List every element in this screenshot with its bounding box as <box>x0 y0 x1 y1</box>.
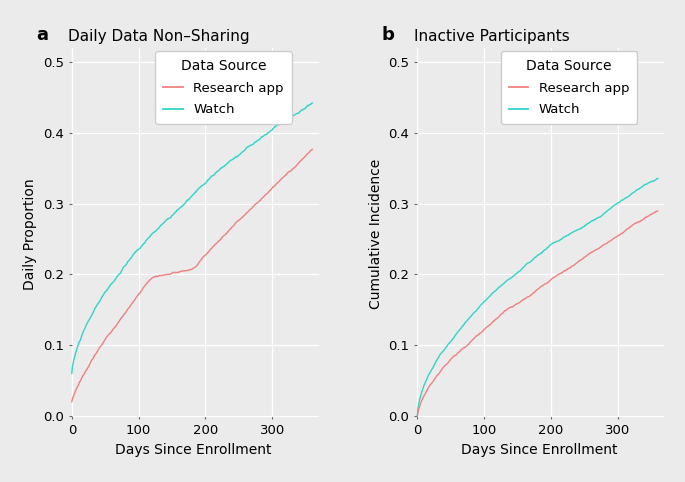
Legend: Research app, Watch: Research app, Watch <box>501 51 638 124</box>
Legend: Research app, Watch: Research app, Watch <box>155 51 292 124</box>
X-axis label: Days Since Enrollment: Days Since Enrollment <box>461 443 617 457</box>
Text: a: a <box>36 26 48 44</box>
X-axis label: Days Since Enrollment: Days Since Enrollment <box>116 443 272 457</box>
Text: Daily Data Non–Sharing: Daily Data Non–Sharing <box>68 29 250 44</box>
Text: b: b <box>382 26 395 44</box>
Y-axis label: Daily Proportion: Daily Proportion <box>23 178 37 290</box>
Y-axis label: Cumulative Incidence: Cumulative Incidence <box>369 159 383 309</box>
Text: Inactive Participants: Inactive Participants <box>414 29 570 44</box>
